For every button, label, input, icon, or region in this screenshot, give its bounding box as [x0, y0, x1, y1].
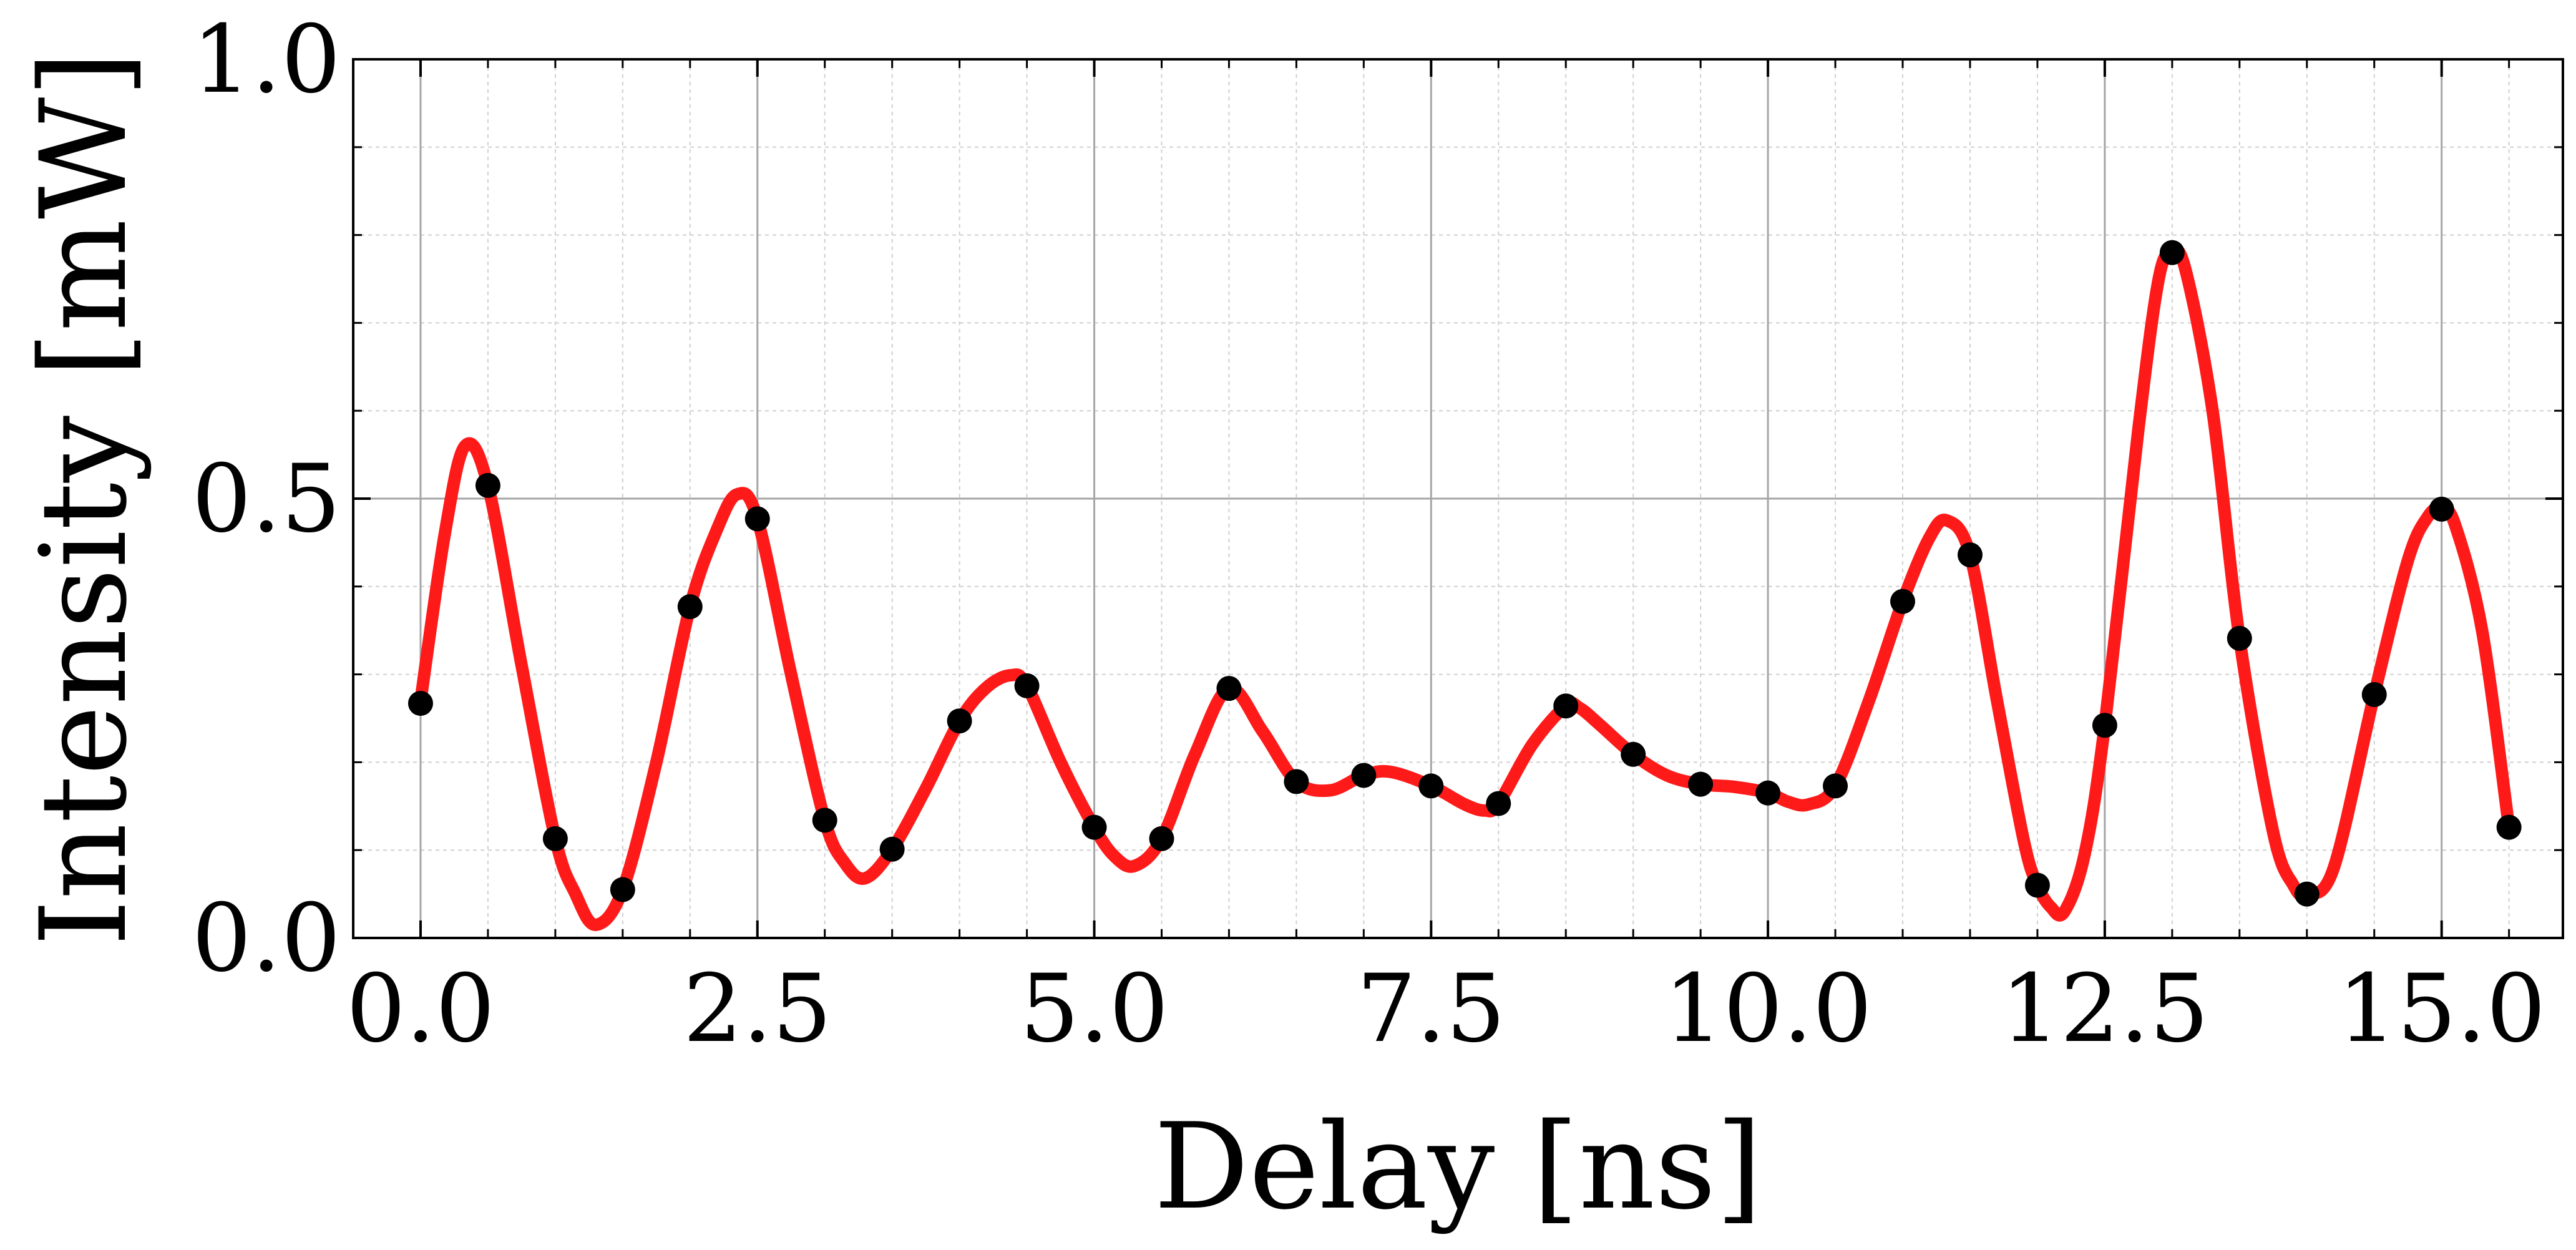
data-point	[2159, 240, 2185, 265]
data-point	[407, 691, 433, 716]
data-point	[1890, 588, 1916, 614]
data-point	[1755, 780, 1781, 806]
data-point	[1418, 773, 1444, 799]
ticks-layer	[352, 58, 2563, 939]
data-point	[2361, 681, 2387, 707]
points-layer	[407, 240, 2522, 907]
x-tick-label: 7.5	[1357, 955, 1506, 1063]
data-point	[2496, 814, 2522, 840]
x-tick-label: 15.0	[2338, 955, 2546, 1063]
data-point	[610, 877, 635, 902]
tick-labels: 0.0 2.5 5.0 7.5 10.0 12.5 15.0 0.0 0.5 1.0	[192, 6, 2545, 1063]
x-tick-label: 5.0	[1020, 955, 1169, 1063]
data-point	[1081, 814, 1107, 840]
data-point	[1553, 693, 1579, 719]
x-tick-label: 12.5	[2001, 955, 2209, 1063]
data-point	[1284, 769, 1309, 794]
y-tick-label: 0.0	[192, 884, 341, 993]
data-point	[1823, 773, 1848, 799]
data-point	[812, 808, 837, 833]
data-point	[2092, 713, 2117, 738]
data-point	[947, 708, 972, 734]
data-point	[1351, 763, 1377, 788]
y-tick-label: 0.5	[192, 445, 341, 554]
y-axis-label: Intensity [mW]	[15, 51, 153, 947]
data-point	[2294, 881, 2320, 907]
data-point	[1486, 791, 1511, 816]
x-tick-label: 0.0	[346, 955, 495, 1063]
data-point	[677, 594, 703, 620]
x-tick-label: 2.5	[683, 955, 832, 1063]
data-point	[744, 506, 770, 532]
data-point	[475, 472, 500, 498]
data-point	[2429, 496, 2454, 522]
data-point	[1014, 673, 1040, 698]
data-point	[2024, 872, 2050, 898]
data-point	[1216, 676, 1242, 701]
data-point	[1688, 771, 1714, 797]
x-tick-label: 10.0	[1664, 955, 1872, 1063]
data-point	[1149, 826, 1174, 851]
data-point	[2227, 625, 2252, 651]
data-point	[542, 826, 568, 851]
minor-grid	[353, 59, 2563, 938]
y-tick-label: 1.0	[192, 6, 341, 114]
x-axis-label: Delay [ns]	[1154, 1098, 1762, 1236]
data-point	[1957, 542, 1983, 568]
data-point	[879, 836, 905, 862]
data-point	[1621, 741, 1646, 767]
major-grid	[353, 59, 2563, 938]
